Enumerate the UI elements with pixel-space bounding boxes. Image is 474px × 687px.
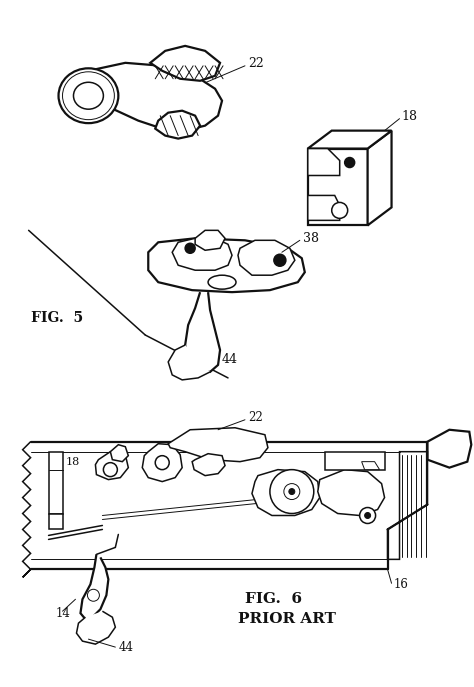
Ellipse shape [58, 68, 118, 123]
Polygon shape [428, 430, 471, 468]
Polygon shape [362, 462, 380, 470]
Polygon shape [308, 148, 340, 175]
Polygon shape [110, 444, 128, 462]
Polygon shape [325, 451, 384, 470]
Ellipse shape [208, 275, 236, 289]
Text: 44: 44 [222, 353, 238, 366]
Text: 22: 22 [248, 57, 264, 70]
Circle shape [365, 513, 371, 519]
Polygon shape [308, 131, 392, 148]
Text: 18: 18 [401, 110, 418, 123]
Polygon shape [195, 230, 225, 250]
Polygon shape [252, 470, 320, 515]
Polygon shape [76, 611, 115, 644]
Polygon shape [168, 428, 268, 462]
Ellipse shape [63, 72, 114, 120]
Polygon shape [185, 292, 220, 372]
Circle shape [103, 462, 118, 477]
Text: 38: 38 [303, 232, 319, 245]
Polygon shape [150, 46, 220, 81]
Ellipse shape [73, 82, 103, 109]
Polygon shape [308, 148, 368, 225]
Circle shape [270, 470, 314, 513]
Polygon shape [142, 444, 182, 482]
Polygon shape [95, 451, 128, 480]
Text: FIG.  5: FIG. 5 [31, 311, 83, 325]
Circle shape [332, 203, 347, 218]
Polygon shape [318, 470, 384, 515]
Polygon shape [172, 238, 232, 270]
Circle shape [274, 254, 286, 267]
Polygon shape [238, 240, 295, 275]
Text: 16: 16 [393, 578, 409, 591]
Polygon shape [81, 554, 109, 619]
Polygon shape [48, 515, 63, 530]
Circle shape [360, 508, 375, 523]
Polygon shape [192, 453, 225, 475]
Text: 44: 44 [118, 640, 133, 653]
Circle shape [284, 484, 300, 499]
Polygon shape [48, 451, 63, 515]
Text: 14: 14 [55, 607, 71, 620]
Text: FIG.  6: FIG. 6 [245, 592, 302, 606]
Polygon shape [148, 238, 305, 292]
Circle shape [87, 589, 100, 601]
Polygon shape [155, 111, 200, 139]
Circle shape [155, 455, 169, 470]
Polygon shape [89, 63, 222, 131]
Polygon shape [368, 131, 392, 225]
Polygon shape [308, 195, 340, 221]
Polygon shape [168, 345, 210, 380]
Text: PRIOR ART: PRIOR ART [238, 612, 336, 626]
Text: 18: 18 [65, 457, 80, 466]
Text: 22: 22 [248, 412, 263, 425]
Circle shape [345, 157, 355, 168]
Polygon shape [388, 451, 428, 559]
Circle shape [289, 488, 295, 495]
Circle shape [185, 243, 195, 254]
